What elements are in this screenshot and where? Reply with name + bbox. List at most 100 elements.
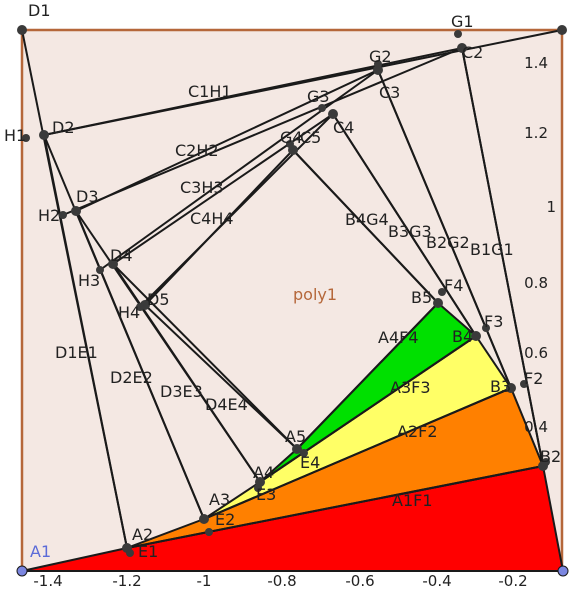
label-d5: D5 (147, 290, 170, 309)
point-f2[interactable] (520, 380, 528, 388)
label-f3: F3 (484, 312, 503, 331)
segment-c1h1 (43, 29, 563, 136)
x-axis: -1.4 -1.2 -1 -0.8 -0.6 -0.4 -0.2 (33, 572, 527, 590)
label-d2e2: D2E2 (110, 368, 153, 387)
label-d4e4: D4E4 (205, 395, 248, 414)
points (16, 25, 569, 577)
point-d4[interactable] (108, 259, 118, 269)
label-b3: B3 (490, 377, 511, 396)
label-c1h1: C1H1 (188, 82, 232, 101)
point-d1[interactable] (17, 25, 27, 35)
y-tick-label: 1.2 (524, 124, 548, 142)
label-a2f2: A2F2 (397, 422, 438, 441)
x-tick-label: -0.6 (345, 572, 374, 590)
point-h1[interactable] (22, 134, 30, 142)
y-tick-label: 0.4 (524, 418, 548, 436)
label-h1: H1 (4, 126, 26, 145)
label-d4: D4 (110, 246, 133, 265)
label-a2: A2 (132, 525, 153, 544)
segment-c4h4 (139, 113, 334, 308)
label-h3: H3 (78, 271, 100, 290)
segment-c2h2 (62, 47, 463, 216)
y-tick-label: 1.4 (524, 54, 548, 72)
label-b2g2: B2G2 (426, 233, 470, 252)
label-d3e3: D3E3 (160, 382, 203, 401)
label-e4: E4 (300, 453, 320, 472)
point-d2[interactable] (39, 130, 49, 140)
point-a1[interactable] (16, 565, 28, 577)
point-f4[interactable] (438, 288, 446, 296)
point-h3[interactable] (96, 266, 104, 274)
label-b5: B5 (411, 288, 432, 307)
segment-d1e1 (21, 29, 128, 549)
segment-b2g2 (377, 69, 512, 389)
point-b4[interactable] (471, 331, 481, 341)
segment-labels: C1H1 C2H2 C3H3 C4H4 B4G4 B3G3 B2G2 B1G1 … (55, 82, 514, 510)
label-f2: F2 (524, 369, 543, 388)
label-a5: A5 (285, 427, 306, 446)
point-a5[interactable] (292, 444, 302, 454)
point-d3[interactable] (71, 206, 81, 216)
segment-b3g3 (332, 113, 477, 337)
label-f4: F4 (444, 276, 463, 295)
label-b3g3: B3G3 (388, 222, 432, 241)
segment-d3e3 (75, 210, 261, 483)
label-c5: C5 (300, 128, 321, 147)
label-a4f4: A4F4 (378, 328, 419, 347)
label-h2: H2 (38, 206, 60, 225)
point-f1[interactable] (542, 458, 550, 466)
point-h2[interactable] (59, 211, 67, 219)
label-c3: C3 (379, 83, 400, 102)
label-g2: G2 (369, 47, 392, 66)
point-c2[interactable] (457, 43, 467, 53)
x-tick-label: -0.4 (422, 572, 451, 590)
label-e1: E1 (138, 542, 158, 561)
label-c2: C2 (462, 43, 483, 62)
label-c4h4: C4H4 (190, 209, 234, 228)
point-e3[interactable] (254, 484, 262, 492)
label-g1: G1 (451, 12, 474, 31)
x-tick-label: -0.8 (267, 572, 296, 590)
point-b1[interactable] (557, 565, 569, 577)
label-a4: A4 (253, 463, 274, 482)
label-b2: B2 (540, 447, 561, 466)
label-a3: A3 (209, 490, 230, 509)
point-c1[interactable] (557, 25, 567, 35)
point-g3[interactable] (318, 104, 326, 112)
point-b5[interactable] (433, 298, 443, 308)
point-a3[interactable] (199, 514, 209, 524)
label-a1: A1 (30, 542, 51, 561)
label-b1g1: B1G1 (470, 240, 514, 259)
point-b3[interactable] (506, 383, 516, 393)
x-tick-label: -0.2 (498, 572, 527, 590)
label-d2: D2 (52, 118, 75, 137)
label-c2h2: C2H2 (175, 141, 219, 160)
point-e4[interactable] (300, 449, 308, 457)
point-c3[interactable] (373, 65, 383, 75)
point-f3[interactable] (482, 324, 490, 332)
point-g2[interactable] (374, 60, 382, 68)
label-c4: C4 (333, 118, 354, 137)
y-tick-label: 0.6 (524, 344, 548, 362)
label-e2: E2 (215, 510, 235, 529)
x-tick-label: -1 (197, 572, 212, 590)
point-e2[interactable] (205, 528, 213, 536)
point-c4[interactable] (328, 109, 338, 119)
label-a1f1: A1F1 (392, 491, 433, 510)
label-a3f3: A3F3 (390, 378, 431, 397)
segment-b1g1 (461, 47, 544, 467)
label-c3h3: C3H3 (180, 178, 224, 197)
point-g1[interactable] (454, 30, 462, 38)
label-d1e1: D1E1 (55, 343, 98, 362)
label-b4: B4 (452, 327, 473, 346)
label-d3: D3 (76, 187, 99, 206)
point-g4[interactable] (286, 140, 294, 148)
label-g3: G3 (307, 87, 330, 106)
label-e3: E3 (256, 485, 276, 504)
y-tick-label: 1 (546, 198, 556, 216)
point-h4[interactable] (136, 303, 144, 311)
point-e1[interactable] (126, 549, 134, 557)
segment-c3h3 (99, 69, 379, 271)
label-h4: H4 (118, 303, 140, 322)
